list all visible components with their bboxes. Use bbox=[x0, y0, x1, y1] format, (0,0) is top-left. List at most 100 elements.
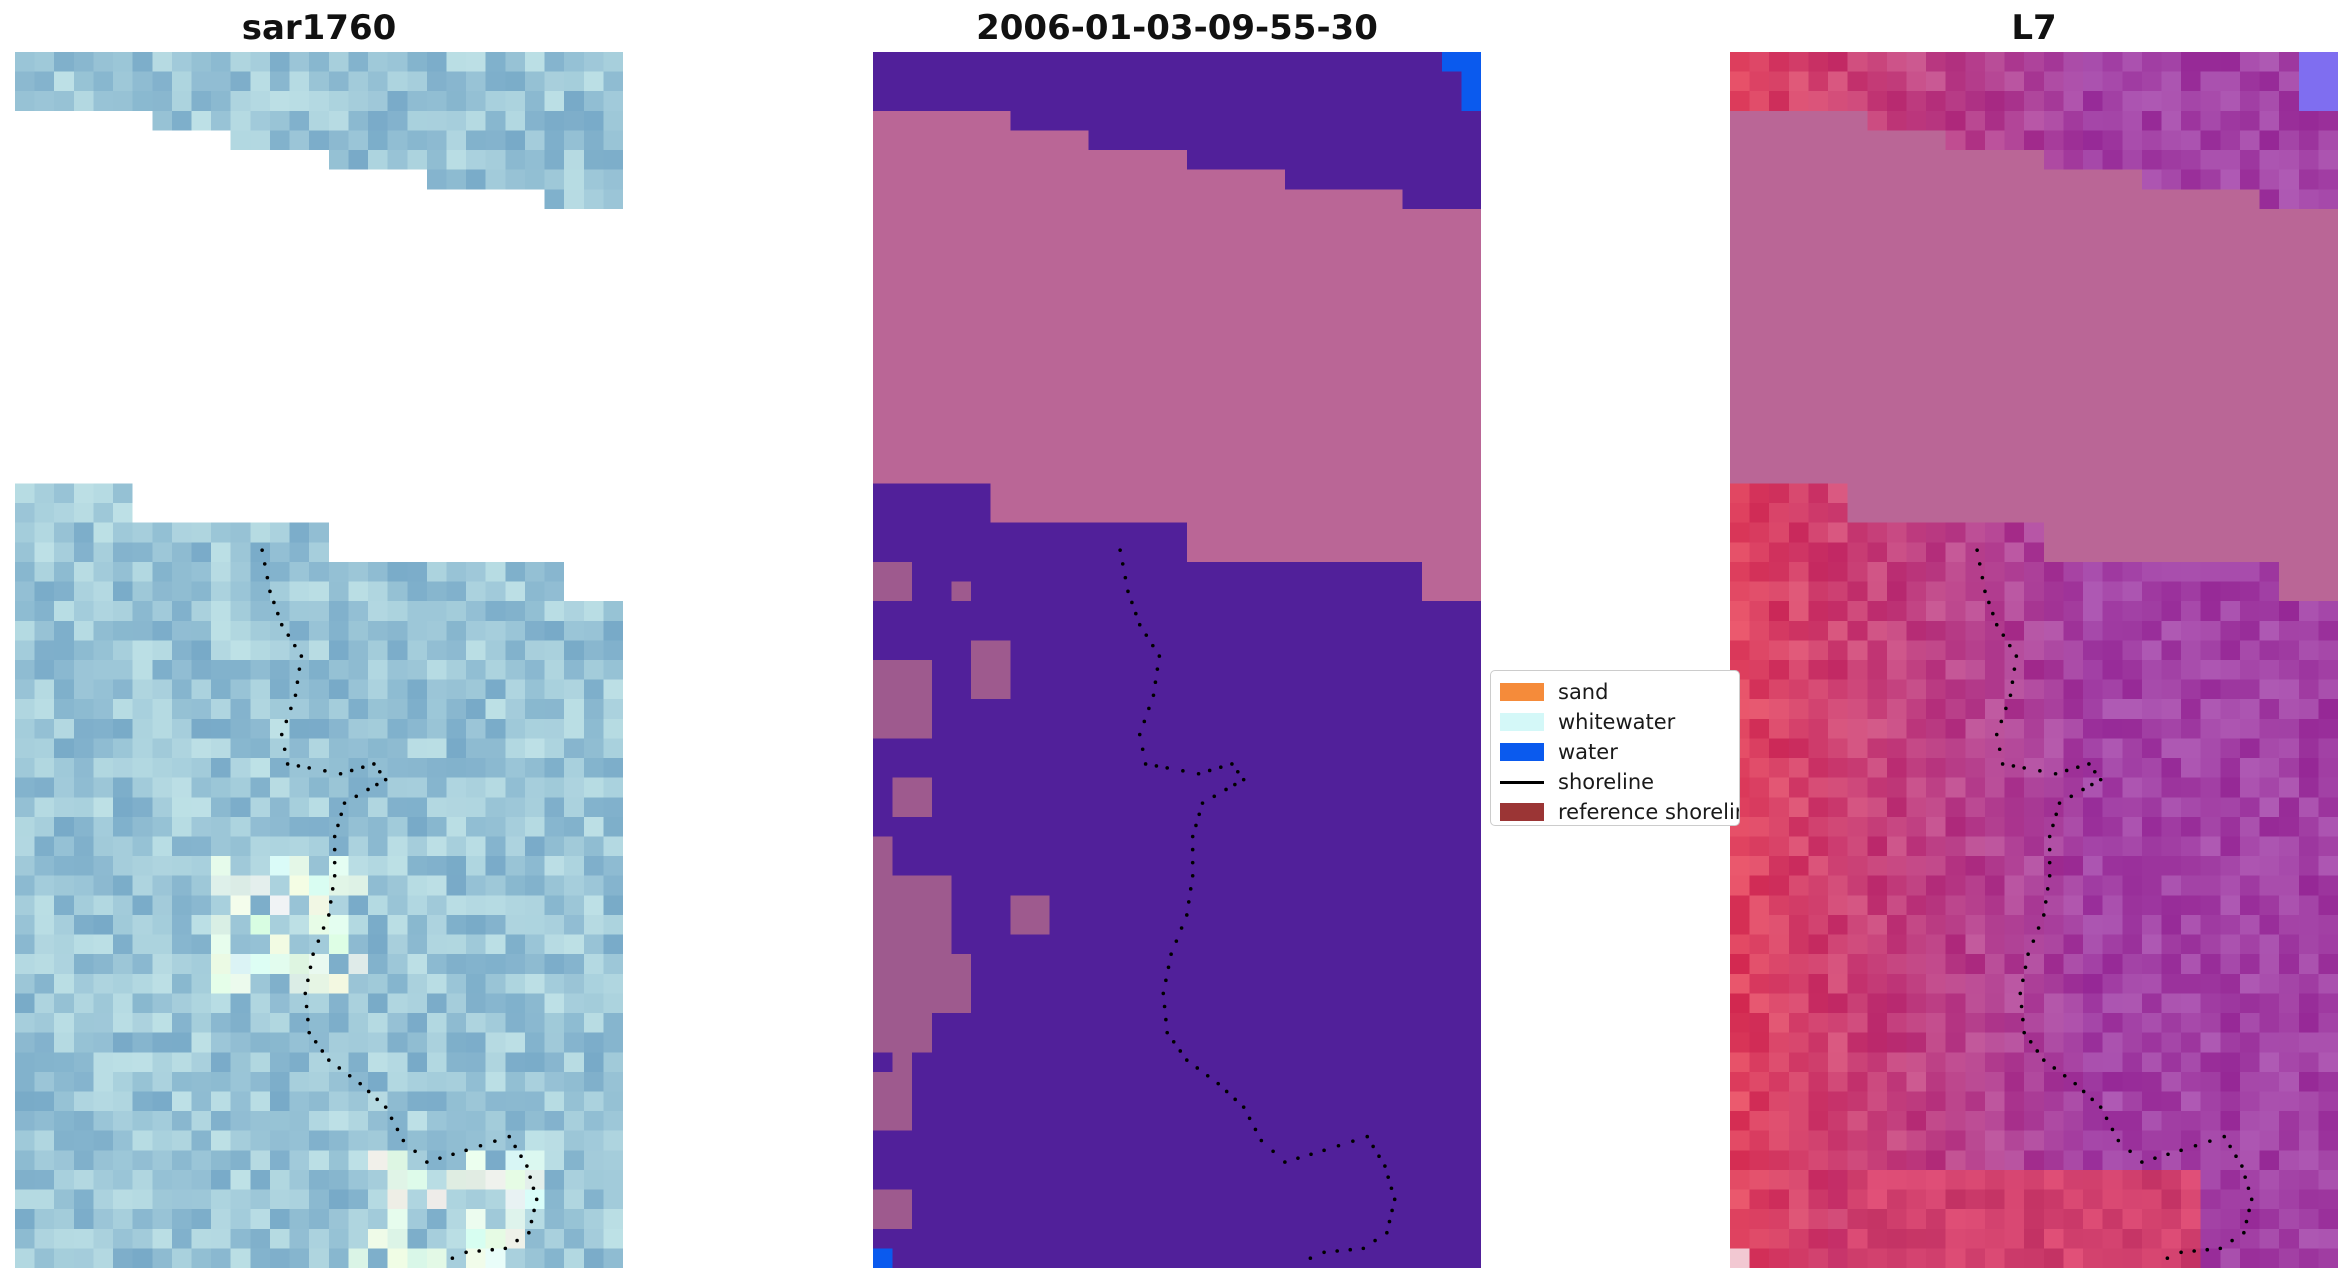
shoreline-point bbox=[2230, 1238, 2234, 1243]
shoreline-point bbox=[1351, 1139, 1355, 1143]
shoreline-point bbox=[262, 562, 267, 566]
shoreline-point bbox=[2035, 1049, 2040, 1053]
shoreline-point bbox=[2021, 1017, 2025, 1022]
shoreline-point bbox=[289, 706, 293, 711]
shoreline-point bbox=[366, 787, 370, 792]
shoreline-point bbox=[1308, 1256, 1313, 1260]
shoreline-point bbox=[2022, 1030, 2026, 1035]
shoreline-point bbox=[296, 764, 301, 768]
shoreline-point bbox=[2090, 782, 2094, 787]
shoreline-point bbox=[327, 1058, 331, 1062]
shoreline-point bbox=[308, 965, 313, 970]
shoreline-point bbox=[337, 1066, 342, 1070]
shoreline-point bbox=[2098, 777, 2103, 782]
shoreline-point bbox=[332, 834, 337, 839]
shoreline-point bbox=[519, 1154, 523, 1159]
shoreline-overlay bbox=[1118, 548, 1397, 1260]
shoreline-point bbox=[285, 762, 290, 766]
shoreline-point bbox=[1383, 1164, 1387, 1168]
shoreline-point bbox=[527, 1230, 531, 1235]
shoreline-point bbox=[2081, 1089, 2086, 1094]
shoreline-point bbox=[2069, 794, 2074, 799]
shoreline-point bbox=[1997, 747, 2002, 752]
l7-image bbox=[1730, 52, 2338, 1268]
shoreline-point bbox=[2038, 769, 2042, 773]
shoreline-point bbox=[1174, 939, 1179, 943]
shoreline-point bbox=[531, 1186, 536, 1191]
shoreline-point bbox=[2022, 766, 2026, 770]
shoreline-point bbox=[1151, 643, 1155, 648]
legend-label: shoreline bbox=[1558, 770, 1655, 794]
shoreline-point bbox=[513, 1144, 517, 1149]
shoreline-point bbox=[1123, 575, 1128, 580]
shoreline-point bbox=[2000, 762, 2005, 766]
shoreline-overlay bbox=[1975, 548, 2254, 1260]
shoreline-point bbox=[525, 1164, 529, 1168]
panel-title-sar: sar1760 bbox=[241, 8, 397, 48]
shoreline-point bbox=[375, 782, 379, 787]
shoreline-point bbox=[1205, 1073, 1210, 1078]
shoreline-point bbox=[268, 589, 272, 594]
shoreline-point bbox=[1147, 706, 1151, 711]
shoreline-point bbox=[327, 913, 331, 917]
shoreline-point bbox=[1188, 887, 1193, 891]
shoreline-point bbox=[279, 732, 284, 737]
shoreline-point bbox=[1162, 1004, 1167, 1009]
shoreline-point bbox=[1361, 1246, 1366, 1251]
shoreline-point bbox=[1120, 562, 1125, 566]
shoreline-point bbox=[1987, 600, 1991, 605]
shoreline-line-swatch bbox=[1500, 780, 1544, 784]
shoreline-point bbox=[323, 769, 327, 773]
shoreline-point bbox=[2011, 764, 2016, 768]
shoreline-point bbox=[438, 1156, 442, 1160]
shoreline-point bbox=[2018, 991, 2023, 996]
shoreline-point bbox=[389, 1116, 394, 1121]
shoreline-point bbox=[2140, 1160, 2144, 1164]
shoreline-point bbox=[2064, 768, 2069, 773]
shoreline-point bbox=[1155, 667, 1160, 671]
shoreline-point bbox=[332, 847, 337, 852]
shoreline-point bbox=[2014, 654, 2019, 658]
shoreline-point bbox=[306, 978, 310, 983]
shoreline-point bbox=[1309, 1152, 1313, 1157]
shoreline-point bbox=[528, 1175, 532, 1179]
shoreline-point bbox=[1271, 1149, 1275, 1154]
shoreline-point bbox=[332, 873, 337, 878]
shoreline-point bbox=[1165, 1030, 1169, 1035]
shoreline-point bbox=[336, 823, 340, 828]
shoreline-point bbox=[2042, 913, 2046, 917]
shoreline-point bbox=[1994, 732, 1999, 737]
shoreline-point bbox=[1118, 548, 1122, 552]
shoreline-point bbox=[342, 801, 347, 805]
shoreline-point bbox=[2073, 1081, 2077, 1086]
shoreline-point bbox=[307, 766, 311, 770]
shoreline-point bbox=[366, 1089, 371, 1094]
shoreline-point bbox=[464, 1148, 468, 1153]
shoreline-point bbox=[2047, 834, 2052, 839]
shoreline-point bbox=[1157, 654, 1162, 658]
shoreline-point bbox=[349, 768, 354, 773]
shoreline-point bbox=[358, 1081, 362, 1086]
shoreline-point bbox=[383, 777, 388, 782]
legend-item-whitewater: whitewater bbox=[1491, 707, 1739, 737]
shoreline-point bbox=[2010, 680, 2015, 685]
shoreline-point bbox=[478, 1143, 483, 1148]
shoreline-point bbox=[2153, 1156, 2157, 1160]
shoreline-point bbox=[1154, 764, 1159, 768]
shoreline-point bbox=[1185, 1058, 1189, 1062]
shoreline-point bbox=[1390, 1208, 1394, 1213]
shoreline-point bbox=[1983, 589, 1987, 594]
shoreline-point bbox=[2052, 1066, 2057, 1070]
shoreline-point bbox=[2116, 1138, 2121, 1143]
shoreline-point bbox=[413, 1149, 417, 1154]
shoreline-point bbox=[1166, 965, 1171, 970]
shoreline-point bbox=[1392, 1197, 1397, 1202]
shoreline-point bbox=[1212, 794, 1217, 799]
shoreline-point bbox=[2026, 952, 2030, 956]
shoreline-point bbox=[1236, 769, 1240, 774]
shoreline-point bbox=[1178, 1049, 1183, 1053]
shoreline-point bbox=[304, 1004, 309, 1009]
shoreline-point bbox=[1386, 1175, 1390, 1179]
shoreline-point bbox=[276, 611, 280, 616]
shoreline-point bbox=[1335, 1249, 1339, 1253]
